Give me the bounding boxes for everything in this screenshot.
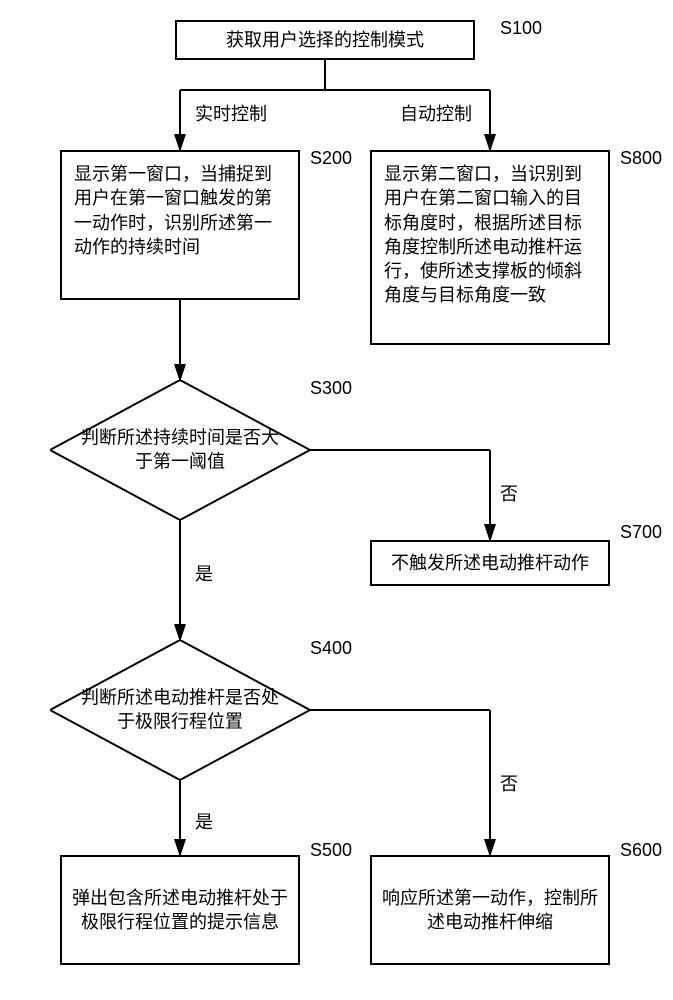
step-label-s400: S400 [310, 638, 352, 659]
step-label-s700: S700 [620, 522, 662, 543]
edge-label-s400-no: 否 [500, 770, 518, 796]
node-s800-text: 显示第二窗口，当识别到用户在第二窗口输入的目标角度时，根据所述目标角度控制所述电… [384, 162, 596, 308]
node-s800: 显示第二窗口，当识别到用户在第二窗口输入的目标角度时，根据所述目标角度控制所述电… [370, 150, 610, 345]
edge-label-auto: 自动控制 [400, 100, 472, 126]
node-s400: 判断所述电动推杆是否处于极限行程位置 [50, 640, 310, 780]
node-s100-text: 获取用户选择的控制模式 [226, 28, 424, 52]
node-s100: 获取用户选择的控制模式 [175, 20, 475, 60]
step-label-s100: S100 [500, 18, 542, 39]
node-s200-text: 显示第一窗口，当捕捉到用户在第一窗口触发的第一动作时，识别所述第一动作的持续时间 [74, 162, 286, 259]
step-label-s500: S500 [310, 840, 352, 861]
step-label-s300: S300 [310, 378, 352, 399]
step-label-s200: S200 [310, 148, 352, 169]
node-s300: 判断所述持续时间是否大于第一阈值 [50, 380, 310, 520]
edge-label-realtime: 实时控制 [195, 100, 267, 126]
node-s300-text: 判断所述持续时间是否大于第一阈值 [76, 426, 284, 475]
node-s200: 显示第一窗口，当捕捉到用户在第一窗口触发的第一动作时，识别所述第一动作的持续时间 [60, 150, 300, 300]
node-s700-text: 不触发所述电动推杆动作 [391, 551, 589, 575]
node-s500-text: 弹出包含所述电动推杆处于极限行程位置的提示信息 [72, 886, 288, 935]
node-s400-text: 判断所述电动推杆是否处于极限行程位置 [76, 686, 284, 735]
edge-label-s300-yes: 是 [195, 560, 213, 586]
edge-label-s400-yes: 是 [195, 808, 213, 834]
node-s600: 响应所述第一动作，控制所述电动推杆伸缩 [370, 855, 610, 965]
step-label-s800: S800 [620, 148, 662, 169]
node-s500: 弹出包含所述电动推杆处于极限行程位置的提示信息 [60, 855, 300, 965]
node-s600-text: 响应所述第一动作，控制所述电动推杆伸缩 [382, 886, 598, 935]
node-s700: 不触发所述电动推杆动作 [370, 540, 610, 586]
flowchart-canvas: 获取用户选择的控制模式 S100 实时控制 自动控制 显示第一窗口，当捕捉到用户… [0, 0, 673, 1000]
edge-label-s300-no: 否 [500, 480, 518, 506]
step-label-s600: S600 [620, 840, 662, 861]
